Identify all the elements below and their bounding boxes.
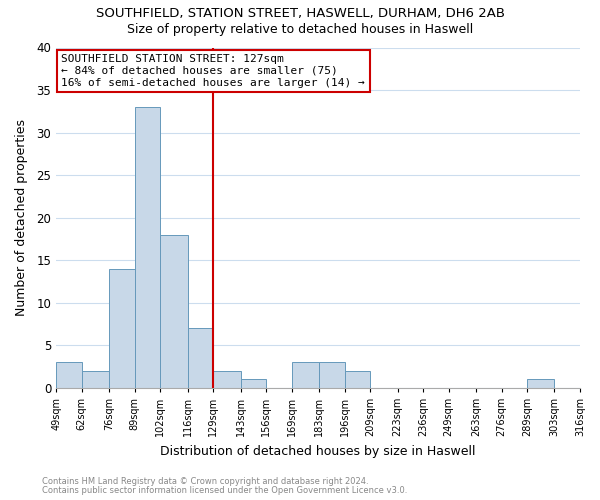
Bar [213, 371, 241, 388]
Text: SOUTHFIELD, STATION STREET, HASWELL, DURHAM, DH6 2AB: SOUTHFIELD, STATION STREET, HASWELL, DUR… [95, 8, 505, 20]
Bar [292, 362, 319, 388]
X-axis label: Distribution of detached houses by size in Haswell: Distribution of detached houses by size … [160, 444, 476, 458]
Text: Size of property relative to detached houses in Haswell: Size of property relative to detached ho… [127, 22, 473, 36]
Bar [241, 380, 266, 388]
Bar [160, 234, 188, 388]
Text: Contains HM Land Registry data © Crown copyright and database right 2024.: Contains HM Land Registry data © Crown c… [42, 477, 368, 486]
Bar [319, 362, 344, 388]
Y-axis label: Number of detached properties: Number of detached properties [15, 119, 28, 316]
Text: SOUTHFIELD STATION STREET: 127sqm
← 84% of detached houses are smaller (75)
16% : SOUTHFIELD STATION STREET: 127sqm ← 84% … [61, 54, 365, 88]
Bar [134, 107, 160, 388]
Text: Contains public sector information licensed under the Open Government Licence v3: Contains public sector information licen… [42, 486, 407, 495]
Bar [82, 371, 109, 388]
Bar [527, 380, 554, 388]
Bar [344, 371, 370, 388]
Bar [56, 362, 82, 388]
Bar [109, 268, 134, 388]
Bar [188, 328, 213, 388]
